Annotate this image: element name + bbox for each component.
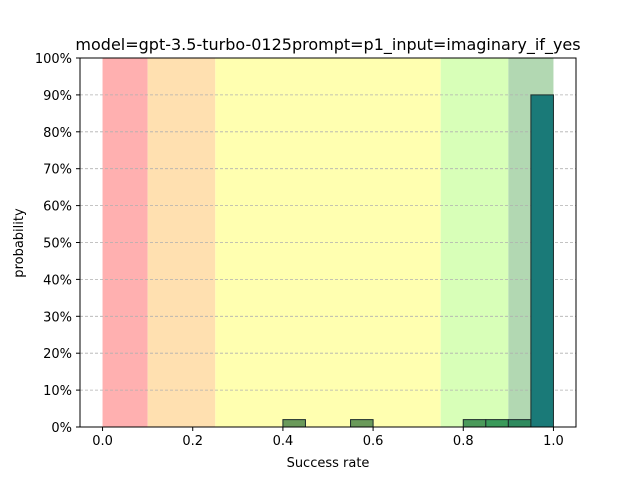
y-tick-label-2: 20% — [43, 347, 72, 362]
bar-2 — [462, 419, 487, 428]
y-tick-label-5: 50% — [43, 237, 72, 252]
x-tick-label-2: 0.4 — [273, 434, 294, 449]
x-tick-label-5: 1.0 — [543, 434, 564, 449]
y-tick-label-8: 80% — [43, 126, 72, 141]
bar-4 — [507, 419, 532, 428]
x-tick-label-4: 0.8 — [453, 434, 474, 449]
y-tick-label-6: 60% — [43, 200, 72, 215]
y-tick-label-7: 70% — [43, 163, 72, 178]
y-axis-label: probability — [12, 208, 27, 278]
y-tick-label-10: 100% — [35, 52, 72, 67]
x-tick-label-1: 0.2 — [182, 434, 203, 449]
y-tick-label-4: 40% — [43, 273, 72, 288]
x-tick-label-3: 0.6 — [363, 434, 384, 449]
y-tick-label-9: 90% — [43, 89, 72, 104]
bars — [282, 94, 554, 428]
bar-3 — [485, 419, 509, 428]
y-tick-label-1: 10% — [43, 384, 72, 399]
y-tick-label-3: 30% — [43, 310, 72, 325]
y-axis-ticks: 0% 10% 20% 30% 40% 50% 60% 70% 80% 90% 100% — [35, 52, 80, 436]
x-axis-label: Success rate — [287, 456, 370, 471]
x-axis-ticks: 0.0 0.2 0.4 0.6 0.8 1.0 — [92, 427, 564, 449]
bar-5 — [530, 94, 554, 428]
bar-1 — [350, 419, 374, 428]
chart-title: model=gpt-3.5-turbo-0125prompt=p1_input=… — [75, 35, 580, 55]
bar-0 — [282, 419, 306, 428]
y-tick-label-0: 0% — [51, 421, 72, 436]
x-tick-label-0: 0.0 — [92, 434, 113, 449]
grid-lines — [80, 94, 576, 391]
